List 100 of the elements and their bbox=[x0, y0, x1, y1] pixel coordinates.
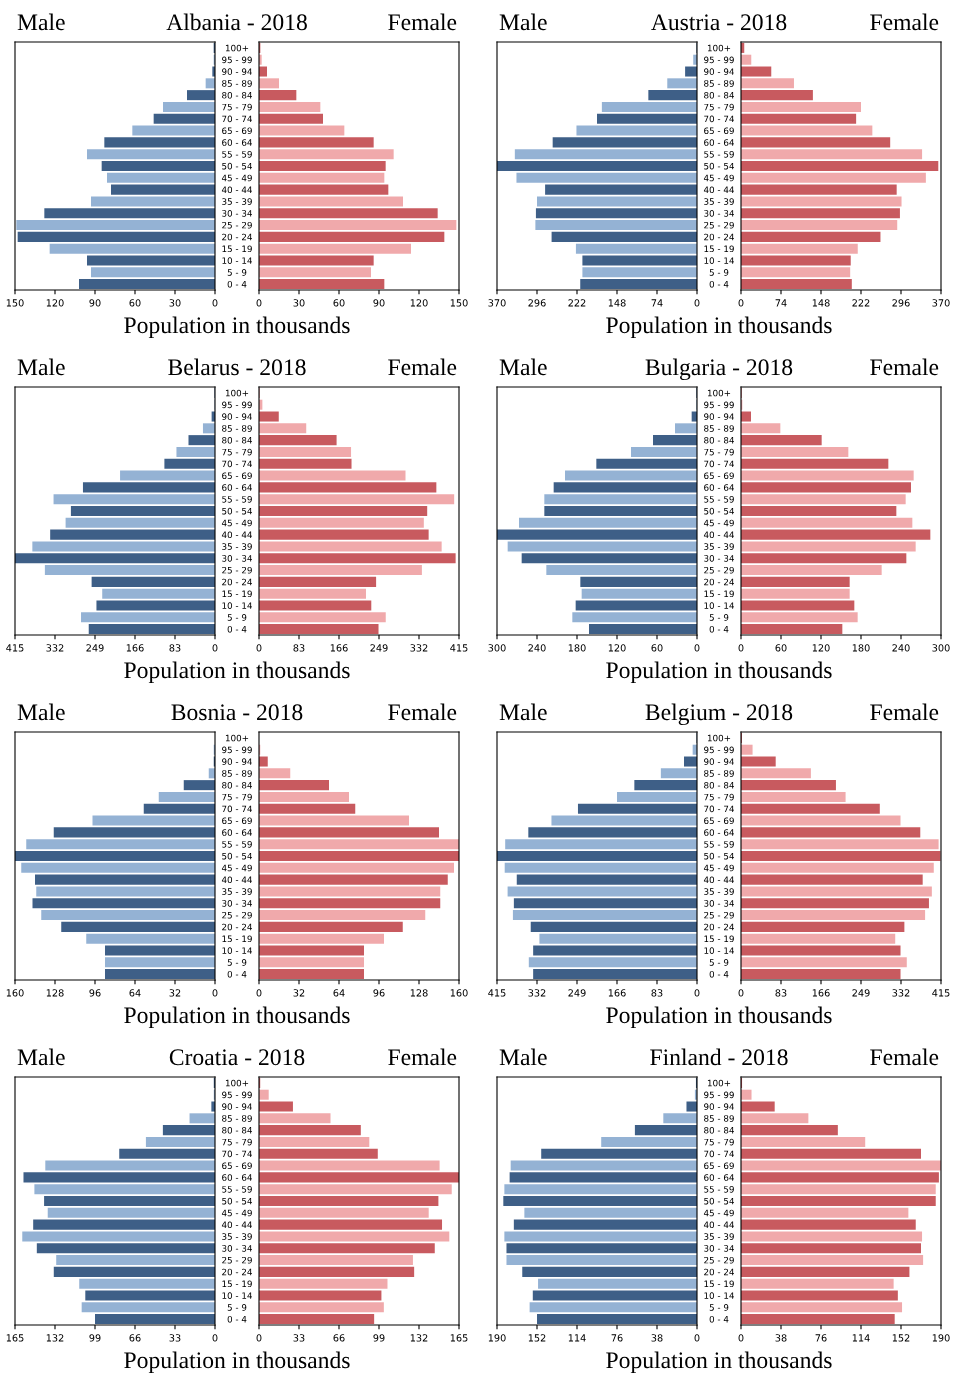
y-tick-label: 95 - 99 bbox=[704, 401, 734, 409]
x-tick-label: 166 bbox=[608, 989, 626, 997]
x-tick-label: 30 bbox=[169, 299, 181, 307]
y-tick-label: 70 - 74 bbox=[222, 805, 252, 813]
y-tick-label: 5 - 9 bbox=[709, 269, 729, 276]
chart-title: Bulgaria - 2018 bbox=[645, 358, 793, 381]
y-tick-label: 50 - 54 bbox=[222, 852, 252, 860]
y-tick-label: 100+ bbox=[225, 389, 249, 397]
y-tick-label: 10 - 14 bbox=[222, 257, 252, 264]
y-tick-label: 75 - 79 bbox=[222, 1138, 252, 1146]
x-tick-label: 249 bbox=[852, 989, 870, 997]
y-tick-label: 65 - 69 bbox=[222, 472, 252, 480]
text: Female bbox=[870, 703, 939, 721]
y-tick-label: 95 - 99 bbox=[222, 401, 252, 409]
x-tick-label: 74 bbox=[651, 299, 663, 307]
y-tick-label: 65 - 69 bbox=[222, 817, 252, 825]
chart-title: Croatia - 2018 bbox=[169, 1049, 305, 1066]
y-tick-label: 80 - 84 bbox=[704, 436, 734, 444]
y-tick-label: 50 - 54 bbox=[704, 162, 734, 170]
x-axis-title: Population in thousands bbox=[124, 1351, 350, 1374]
text: Male bbox=[499, 358, 547, 376]
y-tick-label: 10 - 14 bbox=[704, 602, 734, 609]
y-tick-label: 60 - 64 bbox=[704, 139, 734, 146]
text: Male bbox=[17, 1048, 65, 1066]
y-tick-label: 40 - 44 bbox=[703, 876, 734, 884]
y-tick-label: 50 - 54 bbox=[704, 852, 734, 860]
y-tick-label: 30 - 34 bbox=[222, 900, 252, 907]
x-tick-label: 222 bbox=[568, 299, 586, 307]
x-tick-label: 60 bbox=[129, 299, 141, 307]
x-tick-label: 190 bbox=[488, 1334, 506, 1342]
text: Female bbox=[870, 1048, 939, 1066]
y-tick-label: 85 - 89 bbox=[222, 1115, 252, 1122]
y-tick-label: 100+ bbox=[707, 734, 731, 742]
y-tick-label: 75 - 79 bbox=[704, 103, 734, 111]
y-tick-label: 75 - 79 bbox=[222, 448, 252, 456]
y-tick-label: 55 - 59 bbox=[704, 841, 734, 848]
x-tick-label: 74 bbox=[775, 299, 787, 307]
x-tick-label: 60 bbox=[651, 644, 663, 652]
y-tick-label: 5 - 9 bbox=[227, 959, 247, 966]
y-tick-label: 25 - 29 bbox=[222, 911, 252, 919]
x-axis-title: Population in thousands bbox=[606, 1351, 832, 1374]
y-tick-label: 0 - 4 bbox=[709, 625, 729, 633]
x-tick-label: 0 bbox=[738, 989, 744, 997]
x-tick-label: 160 bbox=[6, 989, 24, 997]
y-tick-label: 65 - 69 bbox=[222, 127, 252, 135]
x-tick-label: 0 bbox=[694, 1334, 700, 1342]
y-tick-label: 80 - 84 bbox=[222, 781, 252, 789]
x-tick-label: 0 bbox=[694, 989, 700, 997]
y-tick-label: 20 - 24 bbox=[704, 578, 734, 586]
x-axis-title: Population in thousands bbox=[124, 1006, 350, 1029]
y-tick-label: 85 - 89 bbox=[704, 1115, 734, 1122]
y-tick-label: 70 - 74 bbox=[222, 1150, 252, 1158]
y-tick-label: 25 - 29 bbox=[704, 221, 734, 229]
x-tick-label: 415 bbox=[6, 644, 24, 652]
x-tick-label: 76 bbox=[815, 1334, 827, 1342]
x-tick-label: 64 bbox=[333, 989, 345, 997]
y-tick-label: 35 - 39 bbox=[704, 198, 734, 205]
x-axis-title: Population in thousands bbox=[606, 316, 832, 339]
y-tick-label: 95 - 99 bbox=[222, 1091, 252, 1099]
y-tick-label: 45 - 49 bbox=[221, 174, 252, 182]
x-tick-label: 240 bbox=[892, 644, 910, 652]
x-tick-label: 64 bbox=[129, 989, 141, 997]
y-tick-label: 30 - 34 bbox=[704, 900, 734, 907]
y-tick-label: 0 - 4 bbox=[227, 970, 247, 978]
y-tick-label: 5 - 9 bbox=[227, 1304, 247, 1311]
y-tick-label: 60 - 64 bbox=[704, 484, 734, 491]
y-tick-label: 15 - 19 bbox=[704, 245, 734, 253]
x-tick-label: 160 bbox=[450, 989, 468, 997]
x-tick-label: 114 bbox=[852, 1334, 870, 1342]
y-tick-label: 70 - 74 bbox=[704, 115, 734, 123]
y-tick-label: 85 - 89 bbox=[704, 770, 734, 777]
y-tick-label: 90 - 94 bbox=[222, 1103, 252, 1110]
x-axis-title: Population in thousands bbox=[124, 661, 350, 684]
y-tick-label: 95 - 99 bbox=[704, 56, 734, 64]
x-tick-label: 0 bbox=[212, 1334, 218, 1342]
x-tick-label: 166 bbox=[126, 644, 144, 652]
y-tick-label: 60 - 64 bbox=[704, 829, 734, 836]
x-tick-label: 332 bbox=[46, 644, 64, 652]
y-tick-label: 80 - 84 bbox=[222, 1126, 252, 1134]
y-tick-label: 50 - 54 bbox=[704, 1197, 734, 1205]
y-tick-label: 25 - 29 bbox=[222, 221, 252, 229]
y-tick-label: 95 - 99 bbox=[222, 746, 252, 754]
x-tick-label: 296 bbox=[892, 299, 910, 307]
text: Male bbox=[499, 703, 547, 721]
y-tick-label: 60 - 64 bbox=[222, 139, 252, 146]
x-tick-label: 332 bbox=[892, 989, 910, 997]
y-tick-label: 45 - 49 bbox=[703, 519, 734, 527]
chart-title: Belgium - 2018 bbox=[645, 703, 793, 726]
y-tick-label: 100+ bbox=[707, 1079, 731, 1087]
y-tick-label: 70 - 74 bbox=[222, 115, 252, 123]
y-tick-label: 25 - 29 bbox=[704, 1256, 734, 1264]
y-tick-label: 90 - 94 bbox=[704, 758, 734, 765]
y-tick-label: 30 - 34 bbox=[704, 210, 734, 217]
x-tick-label: 96 bbox=[89, 989, 101, 997]
x-tick-label: 148 bbox=[608, 299, 626, 307]
y-tick-label: 20 - 24 bbox=[222, 233, 252, 241]
y-tick-label: 75 - 79 bbox=[222, 103, 252, 111]
text: Female bbox=[388, 703, 457, 721]
x-tick-label: 83 bbox=[293, 644, 305, 652]
y-tick-label: 55 - 59 bbox=[704, 496, 734, 503]
